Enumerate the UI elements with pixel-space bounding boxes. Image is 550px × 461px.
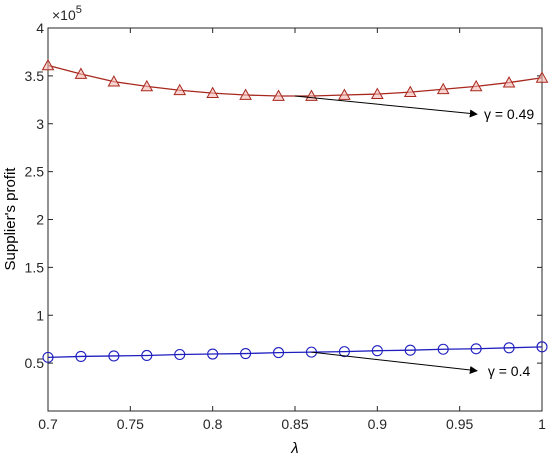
annotation-label: γ = 0.49 [484,106,534,122]
x-tick-label: 0.75 [117,416,144,432]
y-tick-label: 2 [36,212,44,228]
data-point [173,83,187,96]
data-point [404,344,416,356]
data-point [503,342,515,354]
y-tick-label: 2.5 [25,164,45,180]
data-point [206,86,220,99]
data-point [75,350,87,362]
data-point [141,349,153,362]
y-tick-label: 3 [36,116,44,132]
series-line [47,346,543,359]
data-point [240,347,252,360]
annotation-layer: γ = 0.49 γ = 0.4 [294,95,534,379]
x-tick-label: 0.85 [281,416,308,432]
data-point [403,85,417,98]
data-point [436,82,450,95]
annotation-arrow [294,95,478,118]
y-axis-ticks: 0.5 1 1.5 2 2.5 3 3.5 4 [25,20,542,371]
y-tick-label: 1.5 [25,259,45,275]
data-point [469,79,483,92]
x-tick-label: 0.9 [368,416,388,432]
series-2 [42,341,548,363]
y-exponent-label: ×105 [52,4,82,23]
data-point [536,341,548,353]
data-point [338,346,350,358]
data-point [74,67,88,79]
x-axis-ticks: 0.7 0.75 0.8 0.85 0.9 0.95 1 [38,28,546,432]
data-point [42,351,54,363]
y-tick-label: 3.5 [25,68,45,84]
data-point [370,87,384,99]
data-point [272,347,285,359]
data-point [239,88,252,100]
series-1 [41,58,549,101]
data-point [502,76,516,88]
data-point [108,350,120,362]
data-point [41,58,55,71]
data-point [305,346,318,358]
x-tick-label: 0.95 [446,416,473,432]
data-point [272,89,285,101]
series-layer [41,58,549,363]
series-line [47,64,543,97]
data-point [174,348,186,361]
plot-area [47,27,543,412]
x-tick-label: 1 [538,416,546,432]
y-tick-label: 0.5 [25,355,45,371]
y-axis-label: Supplier's profit [2,167,19,271]
data-point [371,345,383,357]
data-point [107,75,121,87]
data-point [140,79,154,92]
y-exponent-power: 5 [76,4,82,16]
data-point [470,343,482,355]
x-tick-label: 0.8 [203,416,223,432]
data-point [437,343,449,355]
data-point [207,348,219,360]
annotation-label: γ = 0.4 [488,363,531,379]
y-tick-label: 4 [36,20,44,36]
data-point [338,88,351,100]
y-tick-label: 1 [36,307,44,323]
data-point [535,71,549,83]
x-tick-label: 0.7 [38,416,58,432]
x-axis-label: λ [290,440,298,457]
annotation-arrow [311,351,478,374]
